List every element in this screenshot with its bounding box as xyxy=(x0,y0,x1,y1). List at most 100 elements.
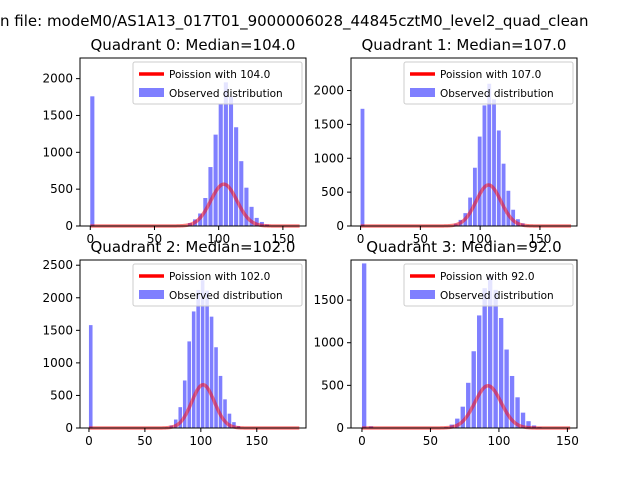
histogram-bar xyxy=(498,317,504,428)
histogram-bar xyxy=(482,105,487,226)
histogram-bar xyxy=(232,422,236,428)
legend-entry-observed: Observed distribution xyxy=(440,88,554,100)
histogram-bar xyxy=(472,167,477,226)
histogram-bar xyxy=(520,412,526,428)
histogram-bar xyxy=(496,130,501,226)
histogram-bar xyxy=(90,96,95,226)
x-tick-label: 100 xyxy=(469,232,492,246)
histogram-bar xyxy=(487,276,493,428)
x-tick-label: 0 xyxy=(357,232,365,246)
axes-frame xyxy=(350,57,578,227)
histogram-bar xyxy=(487,83,492,227)
axes-frame xyxy=(79,259,307,429)
histogram-bar xyxy=(360,108,365,226)
y-tick-label: 2000 xyxy=(42,72,73,86)
y-tick-label: 0 xyxy=(65,219,73,233)
legend-entry-observed: Observed distribution xyxy=(169,290,283,302)
histogram-bar xyxy=(492,99,496,226)
legend: Poission with 92.0 Observed distribution xyxy=(403,263,574,307)
histogram-bar xyxy=(493,289,498,428)
axes-frame xyxy=(79,57,307,227)
y-tick-label: 0 xyxy=(336,219,344,233)
y-tick-label: 1000 xyxy=(313,151,344,165)
histogram-bar xyxy=(187,341,191,428)
histogram-bar xyxy=(214,347,218,428)
histogram-bar xyxy=(208,167,213,226)
histogram-bar xyxy=(200,280,205,428)
histogram-bar xyxy=(244,187,249,226)
histogram-bar xyxy=(88,325,93,428)
legend-entry-observed: Observed distribution xyxy=(169,88,283,100)
legend-entry-observed: Observed distribution xyxy=(440,290,554,302)
x-tick-label: 100 xyxy=(207,232,230,246)
y-tick-label: 1500 xyxy=(313,117,344,131)
histogram-bar xyxy=(223,82,228,226)
panel-title: Quadrant 2: Median=102.0 xyxy=(91,238,296,256)
y-tick-label: 0 xyxy=(336,421,344,435)
histogram-bar xyxy=(526,421,531,428)
x-tick-label: 50 xyxy=(423,434,438,448)
histogram-bar xyxy=(511,209,516,226)
histogram-bar xyxy=(460,406,465,428)
legend-bar-swatch xyxy=(139,290,164,299)
y-tick-label: 1500 xyxy=(313,293,344,307)
legend-bar-swatch xyxy=(410,88,435,97)
legend-entry-fit: Poission with 104.0 xyxy=(169,69,270,81)
legend-box xyxy=(132,61,303,105)
legend-entry-fit: Poission with 92.0 xyxy=(440,271,535,283)
histogram-bar xyxy=(218,375,223,428)
x-tick-label: 100 xyxy=(487,434,510,448)
legend: Poission with 107.0 Observed distribution xyxy=(403,61,574,105)
legend-entry-fit: Poission with 107.0 xyxy=(440,69,541,81)
histogram-bar xyxy=(504,349,509,428)
x-tick-label: 50 xyxy=(413,232,428,246)
x-tick-label: 150 xyxy=(528,232,551,246)
y-tick-label: 1000 xyxy=(313,336,344,350)
y-tick-label: 1500 xyxy=(42,108,73,122)
y-tick-label: 500 xyxy=(321,185,344,199)
legend-box xyxy=(403,263,574,307)
histogram-bar xyxy=(509,375,515,428)
histogram-bar xyxy=(515,397,520,428)
histogram-bar xyxy=(196,289,200,428)
x-tick-label: 150 xyxy=(556,434,579,448)
histogram-bar xyxy=(205,290,209,428)
y-tick-label: 2500 xyxy=(42,258,73,272)
histogram-bar xyxy=(228,96,234,226)
histogram-bar xyxy=(501,163,506,226)
histogram-bar xyxy=(361,263,367,428)
panel-title: Quadrant 3: Median=92.0 xyxy=(366,238,561,256)
histogram-bar xyxy=(254,217,259,226)
histogram-bar xyxy=(227,413,232,428)
histogram-bar xyxy=(234,127,239,226)
axes-frame xyxy=(350,259,578,429)
histogram-bar xyxy=(213,134,218,226)
y-tick-label: 500 xyxy=(50,388,73,402)
legend: Poission with 102.0 Observed distribution xyxy=(132,263,303,307)
x-tick-label: 0 xyxy=(86,232,94,246)
legend-box xyxy=(403,61,574,105)
x-tick-label: 100 xyxy=(189,434,212,448)
histogram-bar xyxy=(249,206,254,226)
y-tick-label: 0 xyxy=(65,421,73,435)
y-tick-label: 500 xyxy=(321,378,344,392)
histogram-bar xyxy=(466,382,471,428)
legend: Poission with 104.0 Observed distribution xyxy=(132,61,303,105)
y-tick-label: 1500 xyxy=(42,323,73,337)
histogram-bar xyxy=(471,351,476,428)
x-tick-label: 50 xyxy=(137,434,152,448)
histogram-bar xyxy=(477,315,482,428)
x-tick-label: 0 xyxy=(358,434,366,448)
histogram-bar xyxy=(178,407,183,428)
histogram-bar xyxy=(218,103,223,226)
panel-title: Quadrant 1: Median=107.0 xyxy=(362,36,567,54)
histogram-bar xyxy=(506,190,511,226)
y-tick-label: 1000 xyxy=(42,356,73,370)
x-tick-label: 150 xyxy=(245,434,268,448)
